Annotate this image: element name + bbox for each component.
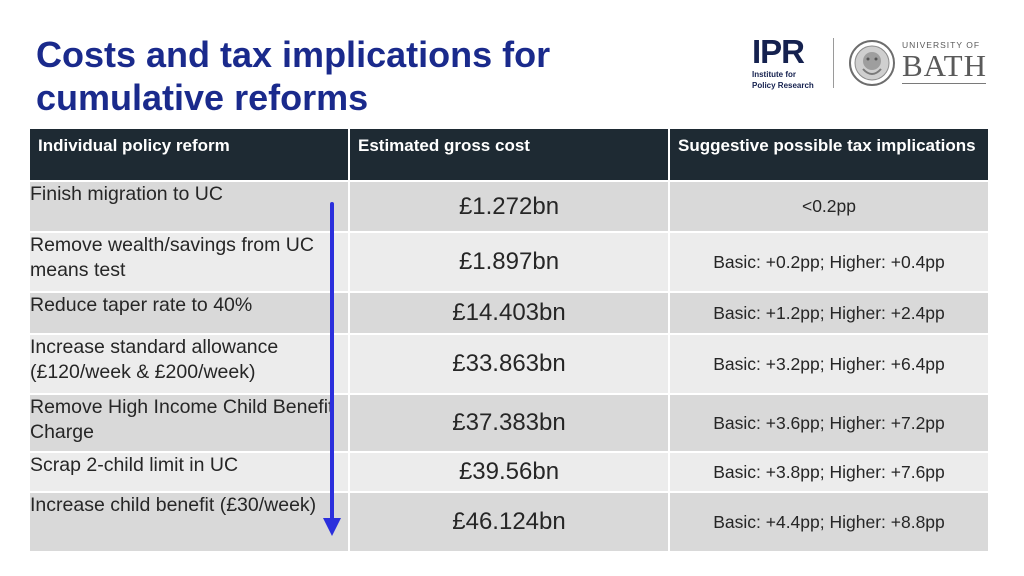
tax-value: Basic: +4.4pp; Higher: +8.8pp — [713, 511, 945, 532]
logo-divider — [833, 38, 834, 88]
tax-value: Basic: +0.2pp; Higher: +0.4pp — [713, 251, 945, 272]
table-row: Scrap 2-child limit in UC £39.56bn Basic… — [28, 451, 990, 493]
policy-cell: Reduce taper rate to 40% — [28, 291, 350, 335]
table-row: Increase child benefit (£30/week) £46.12… — [28, 491, 990, 553]
bath-seal-icon — [849, 40, 895, 86]
cost-value: £39.56bn — [458, 458, 560, 485]
tax-cell: Basic: +4.4pp; Higher: +8.8pp — [668, 491, 990, 553]
ipr-logo-line1: Institute for — [752, 70, 796, 79]
tax-cell: Basic: +3.8pp; Higher: +7.6pp — [668, 451, 990, 493]
tax-cell: Basic: +3.2pp; Higher: +6.4pp — [668, 333, 990, 395]
tax-cell: Basic: +3.6pp; Higher: +7.2pp — [668, 393, 990, 453]
cost-cell: £37.383bn — [348, 393, 670, 453]
tax-value: Basic: +3.6pp; Higher: +7.2pp — [713, 412, 945, 433]
header-tax: Suggestive possible tax implications — [668, 127, 990, 182]
table-row: Increase standard allowance (£120/week &… — [28, 333, 990, 395]
cost-value: £1.897bn — [458, 248, 560, 275]
logo-group: IPR Institute for Policy Research UNIVER… — [752, 33, 992, 92]
tax-value: <0.2pp — [801, 196, 856, 216]
table-header-row: Individual policy reform Estimated gross… — [28, 127, 990, 182]
cost-value: £1.272bn — [458, 192, 560, 220]
bath-underline — [902, 83, 986, 84]
header-policy: Individual policy reform — [28, 127, 350, 182]
cost-value: £14.403bn — [452, 299, 566, 326]
policy-cell: Finish migration to UC — [28, 180, 350, 233]
cost-value: £46.124bn — [452, 508, 566, 535]
table-row: Finish migration to UC £1.272bn <0.2pp — [28, 180, 990, 233]
policy-cell: Scrap 2-child limit in UC — [28, 451, 350, 493]
policy-cell: Remove wealth/savings from UC means test — [28, 231, 350, 293]
policy-cell: Increase standard allowance (£120/week &… — [28, 333, 350, 395]
tax-value: Basic: +3.8pp; Higher: +7.6pp — [713, 461, 945, 482]
reforms-table: Individual policy reform Estimated gross… — [28, 127, 990, 553]
ipr-logo-line2: Policy Research — [752, 81, 814, 90]
bath-university-label: UNIVERSITY OF — [902, 40, 981, 50]
tax-cell: <0.2pp — [668, 180, 990, 233]
bath-name: BATH — [902, 48, 987, 83]
ipr-logo-mark: IPR — [752, 33, 805, 70]
page-title: Costs and tax implications for cumulativ… — [36, 34, 551, 118]
cost-value: £37.383bn — [452, 409, 566, 436]
table-row: Remove wealth/savings from UC means test… — [28, 231, 990, 293]
table-row: Reduce taper rate to 40% £14.403bn Basic… — [28, 291, 990, 335]
cost-value: £33.863bn — [452, 350, 566, 377]
cost-cell: £1.272bn — [348, 180, 670, 233]
tax-value: Basic: +1.2pp; Higher: +2.4pp — [713, 302, 945, 323]
tax-value: Basic: +3.2pp; Higher: +6.4pp — [713, 353, 945, 374]
tax-cell: Basic: +0.2pp; Higher: +0.4pp — [668, 231, 990, 293]
ipr-logo: IPR Institute for Policy Research — [752, 33, 822, 90]
policy-cell: Increase child benefit (£30/week) — [28, 491, 350, 553]
policy-cell: Remove High Income Child Benefit Charge — [28, 393, 350, 453]
tax-cell: Basic: +1.2pp; Higher: +2.4pp — [668, 291, 990, 335]
cost-cell: £1.897bn — [348, 231, 670, 293]
cost-cell: £33.863bn — [348, 333, 670, 395]
header-cost: Estimated gross cost — [348, 127, 670, 182]
cost-cell: £46.124bn — [348, 491, 670, 553]
cost-cell: £39.56bn — [348, 451, 670, 493]
arrow-down-icon — [323, 202, 341, 536]
cost-cell: £14.403bn — [348, 291, 670, 335]
table-row: Remove High Income Child Benefit Charge … — [28, 393, 990, 453]
bath-logo-text: UNIVERSITY OF BATH — [902, 40, 992, 84]
